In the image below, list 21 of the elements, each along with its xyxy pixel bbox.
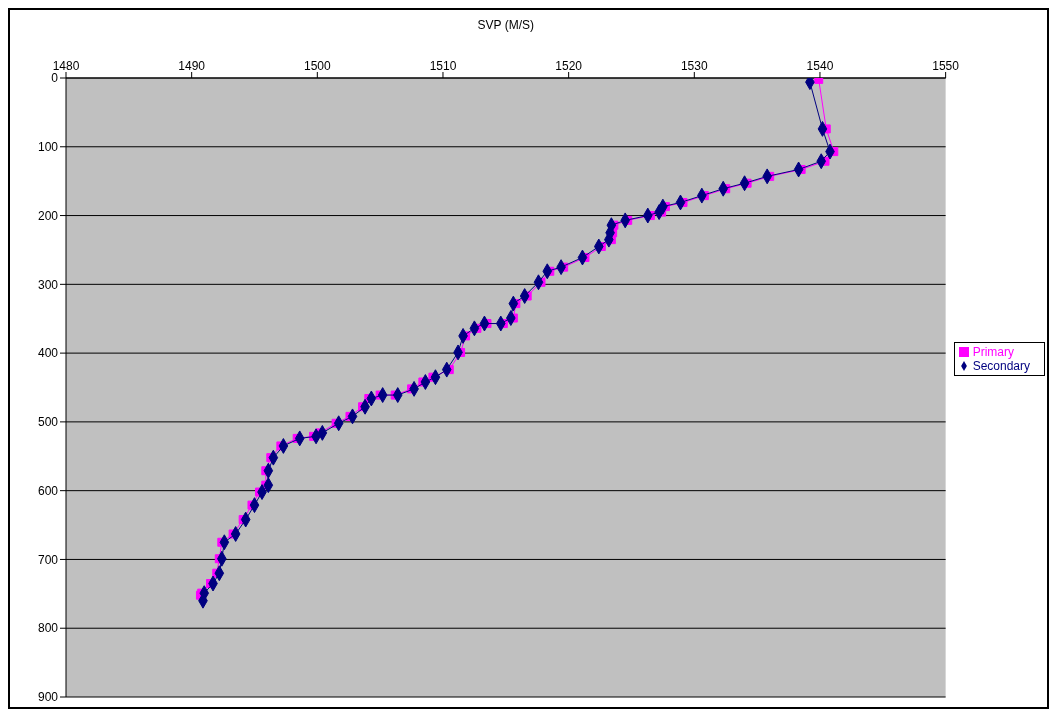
- x-axis-title: SVP (M/S): [477, 17, 535, 32]
- x-tick-label: 1500: [303, 59, 331, 73]
- y-tick-label: 400: [37, 346, 59, 361]
- x-tick-label: 1550: [932, 59, 960, 73]
- x-tick-label: 1530: [680, 59, 708, 73]
- y-tick-label: 700: [37, 552, 59, 567]
- legend-label: Secondary: [972, 358, 1030, 373]
- y-tick-label: 600: [37, 483, 59, 498]
- y-tick-label: 800: [37, 621, 59, 636]
- x-tick-label: 1480: [52, 59, 80, 73]
- y-tick-label: 300: [37, 277, 59, 292]
- x-tick-label: 1540: [806, 59, 834, 73]
- legend-label: Primary: [972, 344, 1014, 359]
- y-tick-label: 500: [37, 415, 59, 430]
- x-tick-label: 1490: [178, 59, 206, 73]
- y-tick-label: 900: [37, 690, 59, 705]
- y-tick-label: 0: [51, 71, 59, 86]
- y-tick-label: 200: [37, 208, 59, 223]
- y-tick-label: 100: [37, 140, 59, 155]
- x-tick-label: 1510: [429, 59, 457, 73]
- x-tick-label: 1520: [555, 59, 583, 73]
